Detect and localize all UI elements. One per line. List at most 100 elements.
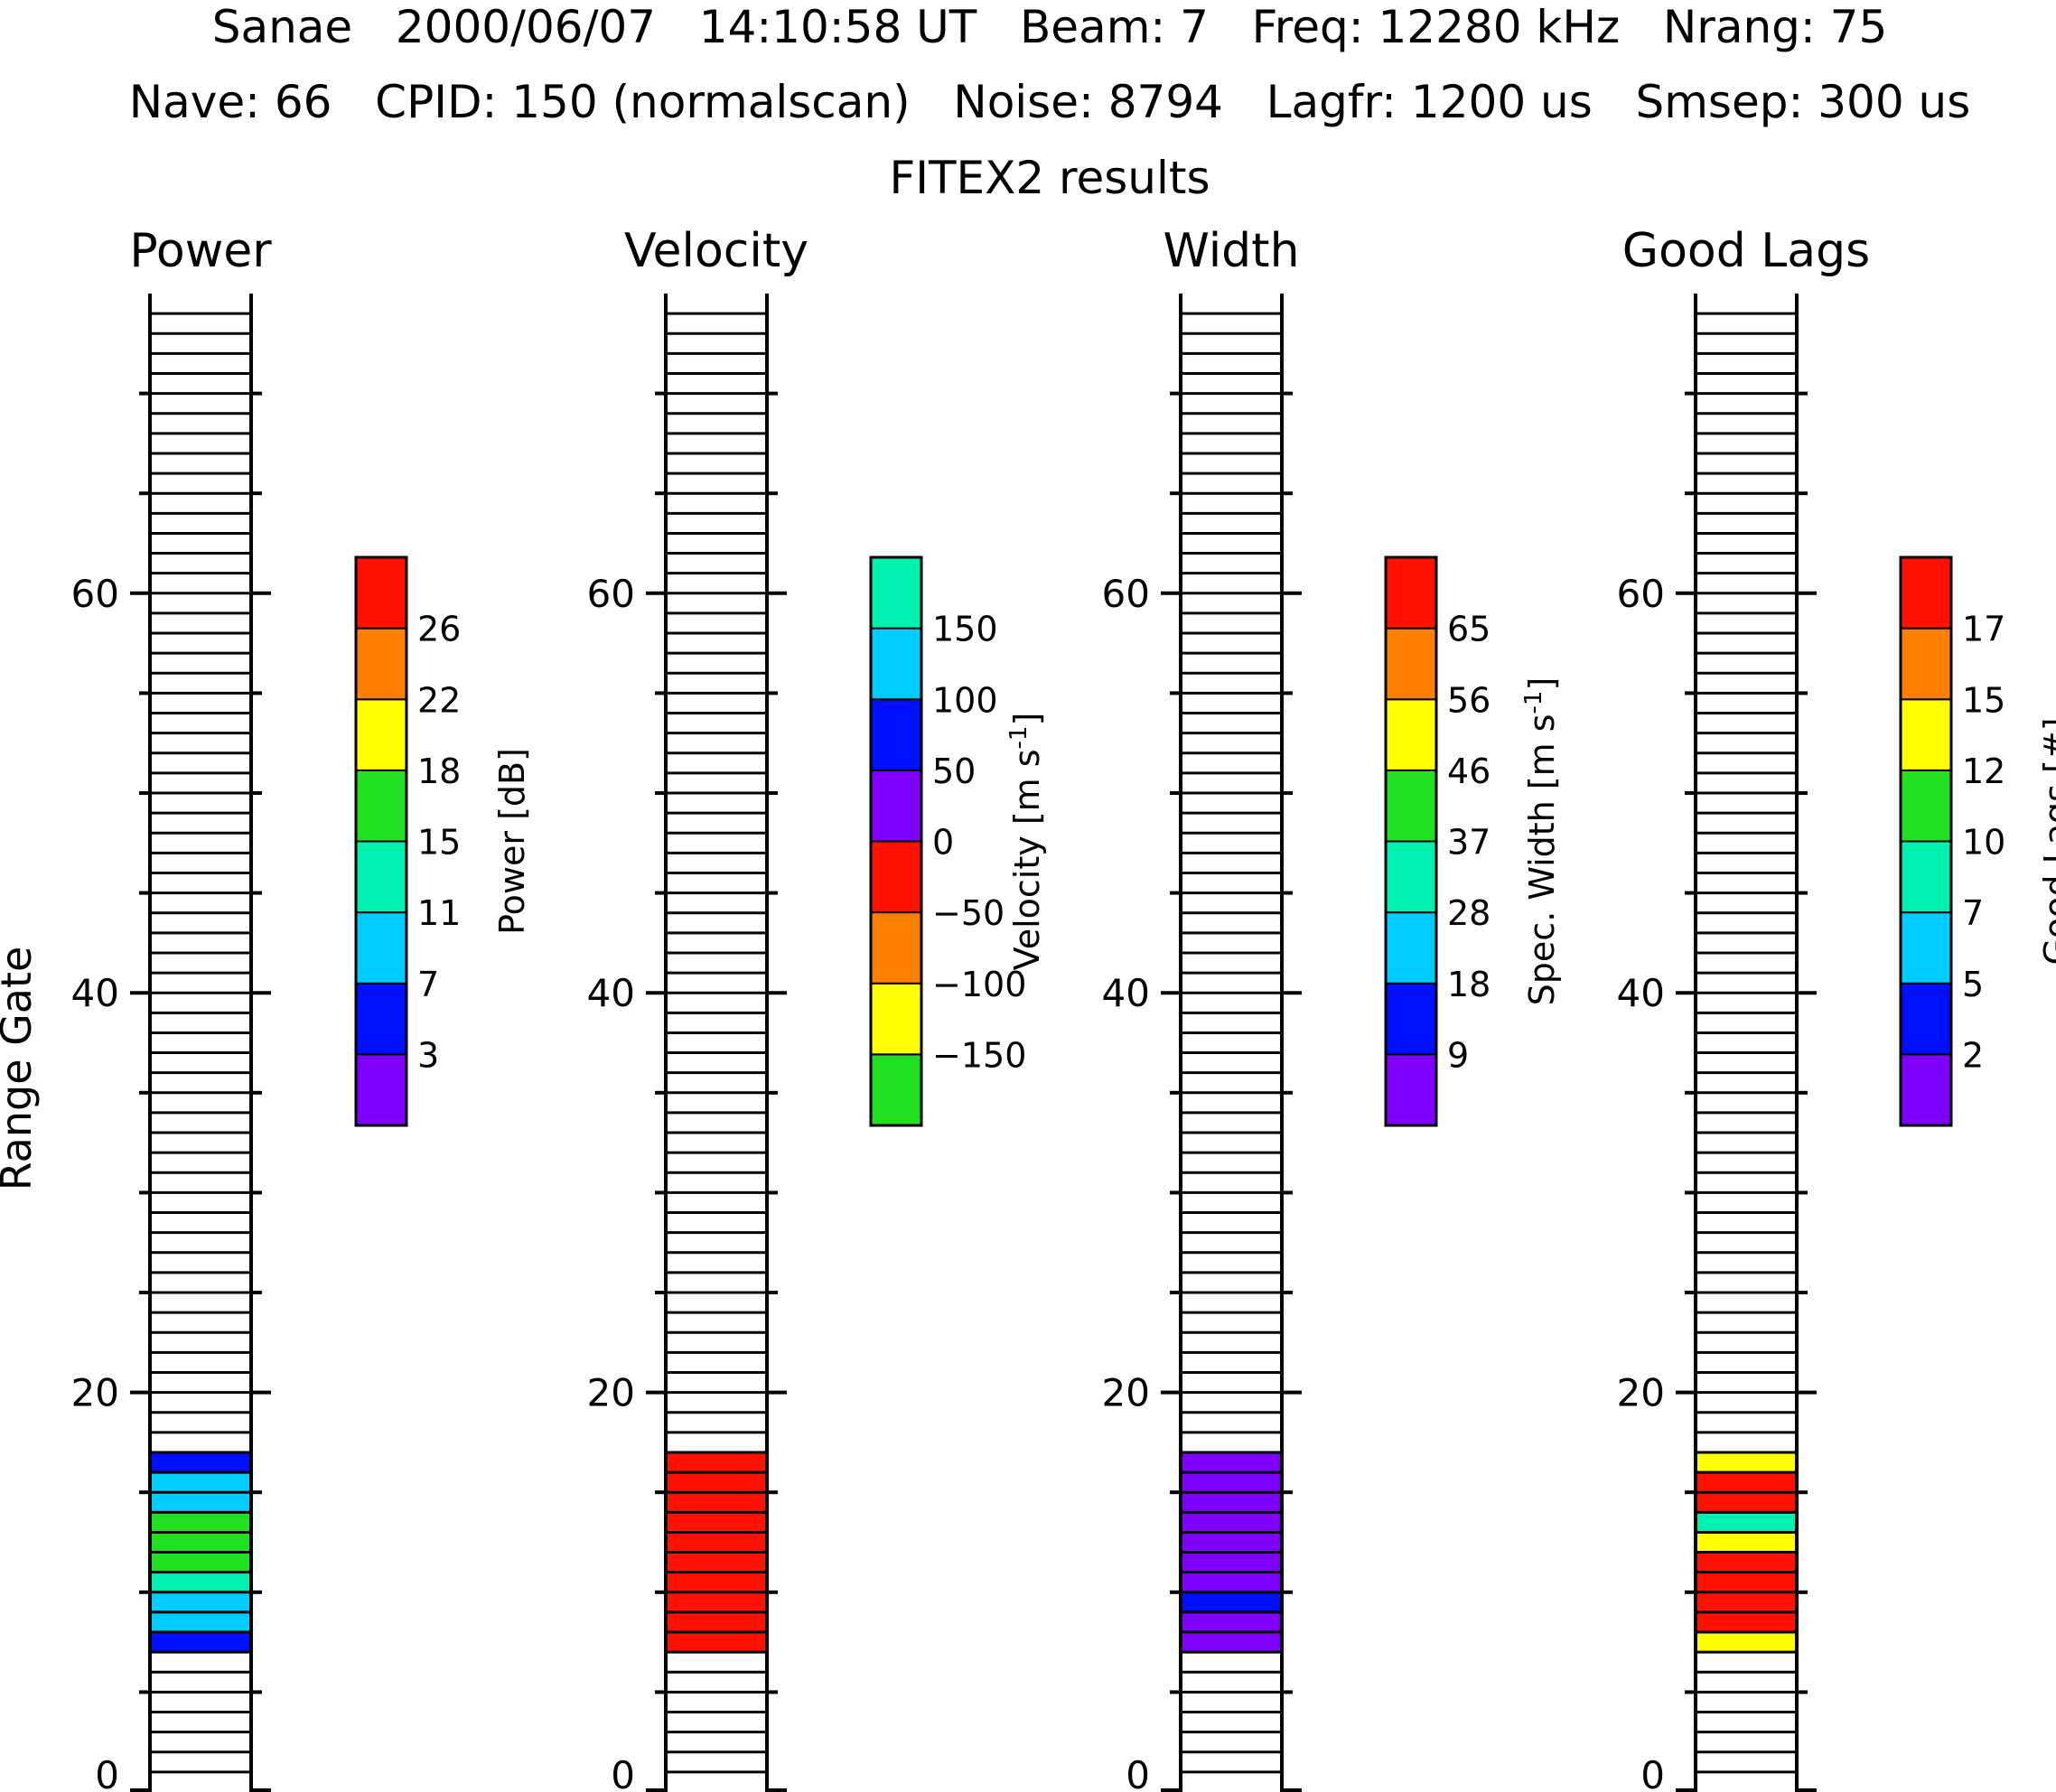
panel-title: Velocity <box>624 224 808 278</box>
range-gate-cell <box>1696 1451 1797 1473</box>
range-gate-cell <box>1696 1572 1797 1592</box>
colorbar-label: Power [dB] <box>492 748 532 935</box>
range-gate-cell <box>150 1472 251 1493</box>
colorbar-segment <box>870 911 922 985</box>
colorbar-tick-label: 11 <box>417 893 461 933</box>
range-gate-cell <box>150 1492 251 1513</box>
range-gate-cell <box>666 1572 767 1592</box>
range-gate-cell <box>150 1611 251 1633</box>
colorbar-segment <box>870 1053 922 1126</box>
range-gate-cell <box>666 1591 767 1612</box>
range-gate-cell <box>666 1512 767 1533</box>
range-gate-cell <box>150 1451 251 1473</box>
colorbar-segment <box>1385 769 1437 843</box>
range-gate-cell <box>666 1492 767 1513</box>
colorbar-segment <box>1900 840 1952 914</box>
colorbar-tick-label: 56 <box>1447 680 1491 720</box>
colorbar: 9 18 28 37 46 56 65 Spec. Width [m s-1] <box>1384 555 1562 1127</box>
y-tick-label: 40 <box>1102 971 1150 1015</box>
panel-width: Width 0 20 40 60 9 18 28 37 46 56 65 Spec. Width [m … <box>1102 224 1562 1792</box>
range-gate-cell <box>666 1472 767 1493</box>
colorbar-tick-label: −100 <box>932 965 1026 1004</box>
range-gate-cell <box>1696 1611 1797 1633</box>
y-tick-label: 60 <box>1617 572 1665 616</box>
axis-ticks <box>1676 391 1817 1792</box>
colorbar-segment <box>355 911 407 985</box>
y-tick-label: 20 <box>1102 1371 1150 1415</box>
colorbar-frame <box>1899 555 1953 1127</box>
range-gate-cell <box>1696 1512 1797 1533</box>
colorbar-segment <box>870 982 922 1056</box>
colorbar-tick-label: 46 <box>1447 751 1491 791</box>
colorbar-segment <box>870 627 922 701</box>
range-gate-cell <box>666 1632 767 1653</box>
colorbar-tick-label: 9 <box>1447 1035 1469 1075</box>
range-gate-cell <box>666 1552 767 1573</box>
colorbar-tick-label: −50 <box>932 893 1005 933</box>
colorbar-segment <box>870 840 922 914</box>
colorbar-segment <box>870 556 922 630</box>
gate-grid <box>150 312 251 1774</box>
colorbar-tick-label: 100 <box>932 680 998 720</box>
axis-ticks <box>646 391 787 1792</box>
panel-power: Power 0 20 40 60 3 7 11 15 18 22 26 Power [dB] <box>71 224 532 1792</box>
range-gate-cell <box>1181 1451 1282 1473</box>
y-tick-label: 40 <box>71 971 119 1015</box>
colorbar-segment <box>355 627 407 701</box>
colorbar-tick-label: 50 <box>932 751 976 791</box>
panel-good-lags: Good Lags 0 20 40 60 2 5 7 10 12 15 17 Good Lags [#] <box>1617 224 2056 1792</box>
gate-grid <box>1181 312 1282 1774</box>
range-gate-cell <box>1181 1552 1282 1573</box>
colorbar-segment <box>870 698 922 771</box>
colorbar-frame <box>354 555 408 1127</box>
colorbar-segment <box>1900 556 1952 630</box>
panel-title: Good Lags <box>1622 224 1870 278</box>
range-gate-cell <box>666 1451 767 1473</box>
colorbar-segment <box>870 769 922 843</box>
header-line-2: Nave: 66 CPID: 150 (normalscan) Noise: 8… <box>129 76 1971 128</box>
colorbar-tick-label: 7 <box>1962 893 1984 933</box>
colorbar-segment <box>1385 982 1437 1056</box>
range-gate-cell <box>150 1532 251 1553</box>
colorbar-tick-label: 12 <box>1962 751 2005 791</box>
panel-velocity: Velocity 0 20 40 60 −150 −100 −50 0 50 100 150 Veloc… <box>587 224 1047 1792</box>
colorbar-segment <box>1900 627 1952 701</box>
y-tick-label: 40 <box>587 971 635 1015</box>
colorbar-tick-label: 150 <box>932 610 998 649</box>
colorbar-tick-label: 5 <box>1962 965 1984 1004</box>
colorbar: 3 7 11 15 18 22 26 Power [dB] <box>354 555 532 1127</box>
range-gate-cell <box>1696 1532 1797 1553</box>
y-axis-label: Range Gate <box>0 947 41 1191</box>
colorbar-tick-label: 7 <box>417 965 439 1004</box>
range-gate-cell <box>1696 1552 1797 1573</box>
colorbar-tick-label: 15 <box>417 823 461 863</box>
colorbar-segment <box>1900 982 1952 1056</box>
y-tick-label: 60 <box>1102 572 1150 616</box>
y-tick-label: 20 <box>1617 1371 1665 1415</box>
range-gate-cell <box>666 1611 767 1633</box>
colorbar-tick-label: 18 <box>417 751 461 791</box>
colorbar-tick-label: 65 <box>1447 610 1491 649</box>
colorbar-tick-label: 26 <box>417 610 461 649</box>
range-gate-cell <box>1696 1591 1797 1612</box>
range-gate-cell <box>150 1552 251 1573</box>
range-gate-cell <box>1181 1532 1282 1553</box>
colorbar-segment <box>1385 627 1437 701</box>
range-gate-cell <box>150 1512 251 1533</box>
colorbar-tick-label: 17 <box>1962 610 2005 649</box>
colorbar-tick-label: 3 <box>417 1035 439 1075</box>
range-gate-cell <box>666 1532 767 1553</box>
y-tick-label: 40 <box>1617 971 1665 1015</box>
range-gate-cell <box>150 1591 251 1612</box>
range-gate-cell <box>150 1572 251 1592</box>
colorbar-tick-label: 37 <box>1447 823 1491 863</box>
y-tick-label: 0 <box>95 1753 119 1792</box>
colorbar-tick-label: 2 <box>1962 1035 1984 1075</box>
range-gate-cell <box>1696 1632 1797 1653</box>
axis-ticks <box>1161 391 1302 1792</box>
range-gate-cell <box>1181 1632 1282 1653</box>
y-tick-label: 0 <box>611 1753 635 1792</box>
colorbar-segment <box>355 698 407 771</box>
y-tick-label: 0 <box>1640 1753 1665 1792</box>
